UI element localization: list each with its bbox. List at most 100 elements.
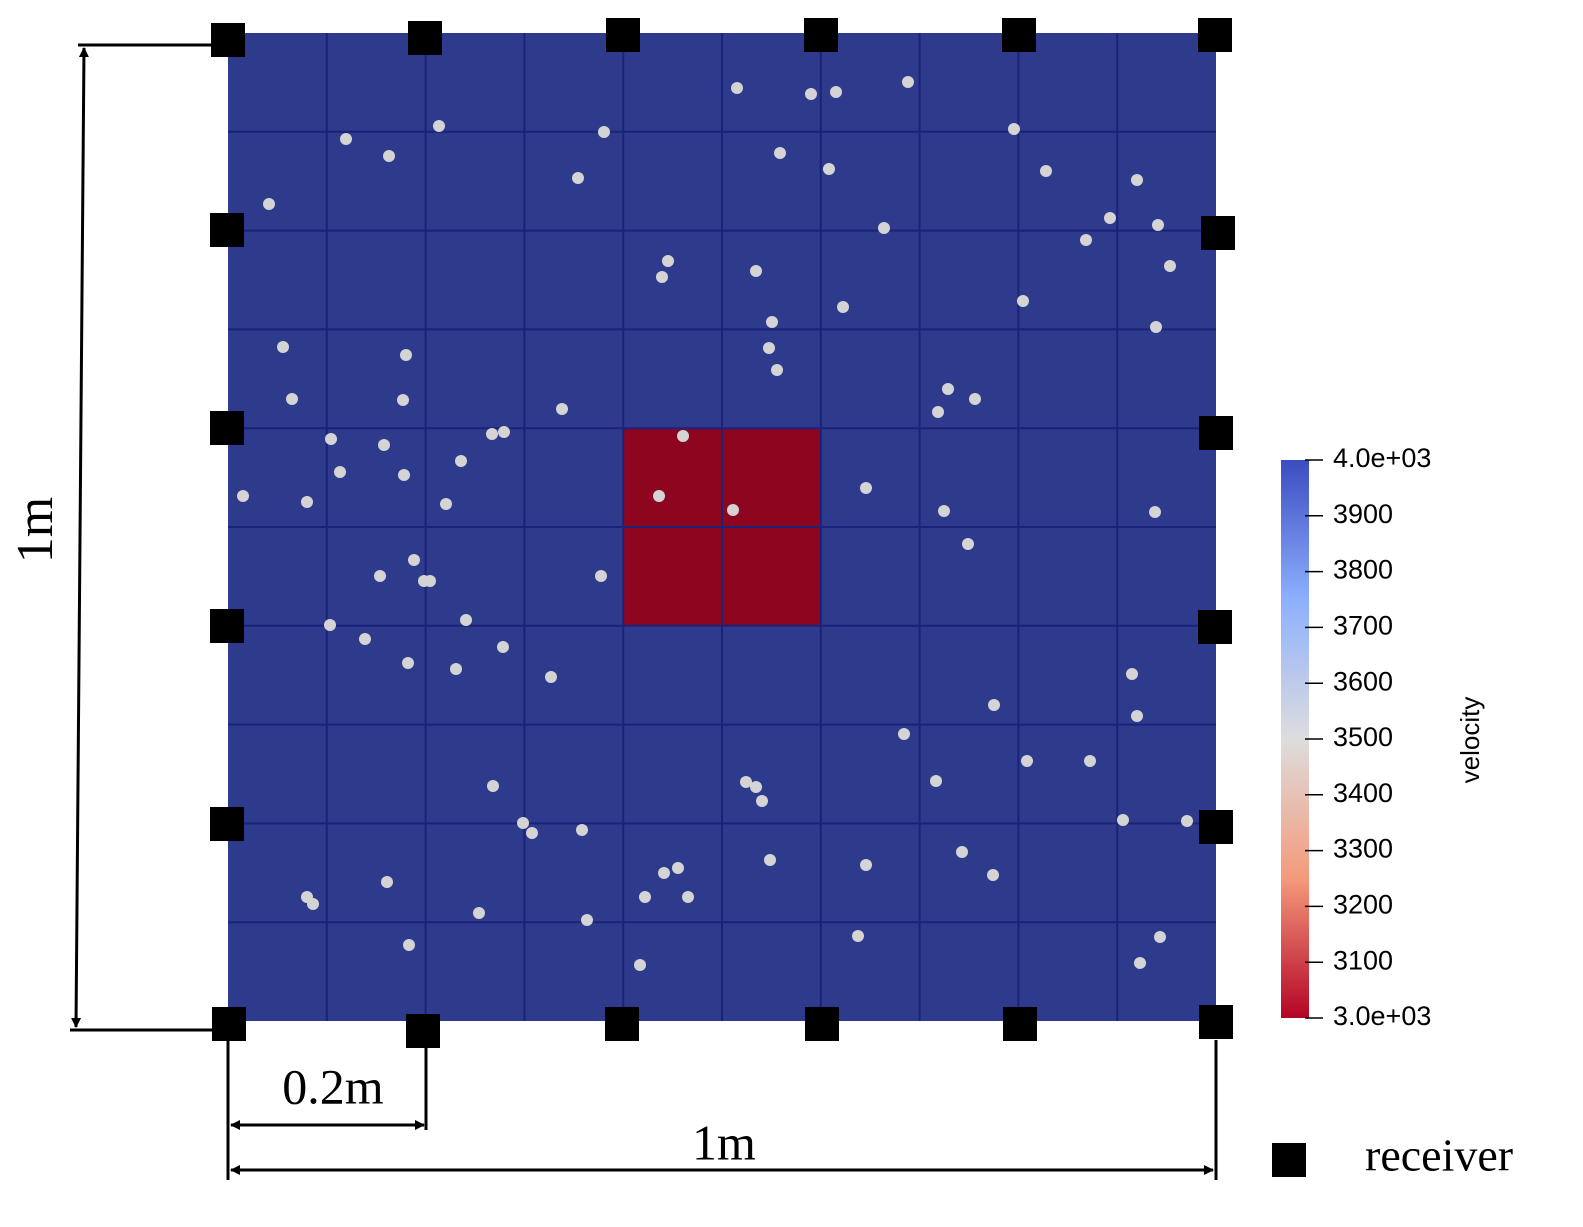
particle [581,914,593,926]
particle [902,76,914,88]
receiver [1198,18,1232,52]
particle [860,859,872,871]
particle [727,504,739,516]
colorbar-tick-label: 3400 [1333,778,1393,808]
particle [1021,755,1033,767]
particle [731,82,743,94]
particle [1117,814,1129,826]
particle [400,349,412,361]
particle [340,133,352,145]
particle [1040,165,1052,177]
particle [1131,174,1143,186]
receiver [804,18,838,52]
particle [424,575,436,587]
particle [460,614,472,626]
particle [1152,219,1164,231]
particle [750,265,762,277]
receiver [1199,810,1233,844]
particle [486,428,498,440]
particle [938,505,950,517]
particle [653,490,665,502]
particle [1181,815,1193,827]
particle [634,959,646,971]
colorbar-tick-label: 3200 [1333,890,1393,920]
receiver [1003,1007,1037,1041]
particle [1104,212,1116,224]
particle [930,775,942,787]
particle [756,795,768,807]
particle [526,827,538,839]
particle [1150,321,1162,333]
particle [764,854,776,866]
dimensions [70,43,1218,1180]
colorbar-tick-label: 4.0e+03 [1333,443,1431,473]
particle [487,780,499,792]
particle [277,341,289,353]
particle [763,342,775,354]
particle [1134,957,1146,969]
particle [1154,931,1166,943]
receiver [1199,416,1233,450]
colorbar-tick-label: 3.0e+03 [1333,1001,1431,1031]
particle [969,393,981,405]
particle [381,876,393,888]
particle [1149,506,1161,518]
particle [962,538,974,550]
receiver [1199,1005,1233,1039]
colorbar-ticks: 4.0e+03 3900 3800 3700 3600 3500 3400 3300 3200 3… [1305,443,1431,1031]
particle [286,393,298,405]
colorbar [1281,460,1309,1018]
receiver [212,1007,246,1041]
particle [1008,123,1020,135]
particle [334,466,346,478]
particle [1131,710,1143,722]
receiver [210,807,244,841]
colorbar-tick-label: 3800 [1333,555,1393,585]
colorbar-tick-label: 3100 [1333,945,1393,975]
particle [576,824,588,836]
legend-swatch [1272,1143,1306,1177]
colorbar-tick-label: 3500 [1333,722,1393,752]
particle [677,430,689,442]
model [210,18,1235,1048]
arrow [71,47,89,1028]
particle [830,86,842,98]
receiver [605,1007,639,1041]
particle [359,633,371,645]
colorbar-tick-label: 3300 [1333,834,1393,864]
particle [898,728,910,740]
receiver [211,23,245,57]
particle [498,426,510,438]
particle [263,198,275,210]
legend-label: receiver [1365,1130,1513,1181]
particle [1126,668,1138,680]
particle [740,776,752,788]
receiver [406,1014,440,1048]
particle [932,406,944,418]
particle [450,663,462,675]
particle [402,657,414,669]
colorbar-title: velocity [1455,697,1485,784]
particle [658,867,670,879]
particle [398,469,410,481]
receiver [210,609,244,643]
particle [682,891,694,903]
particle [433,120,445,132]
receiver [1002,18,1036,52]
receiver [1201,216,1235,250]
particle [598,126,610,138]
particle [455,455,467,467]
particle [766,316,778,328]
particle [771,364,783,376]
particle [408,554,420,566]
receiver [408,21,442,55]
particle [378,439,390,451]
particle [805,88,817,100]
receiver [805,1007,839,1041]
receiver [1198,610,1232,644]
particle [662,255,674,267]
particle [987,869,999,881]
particle [639,891,651,903]
particle [1164,260,1176,272]
